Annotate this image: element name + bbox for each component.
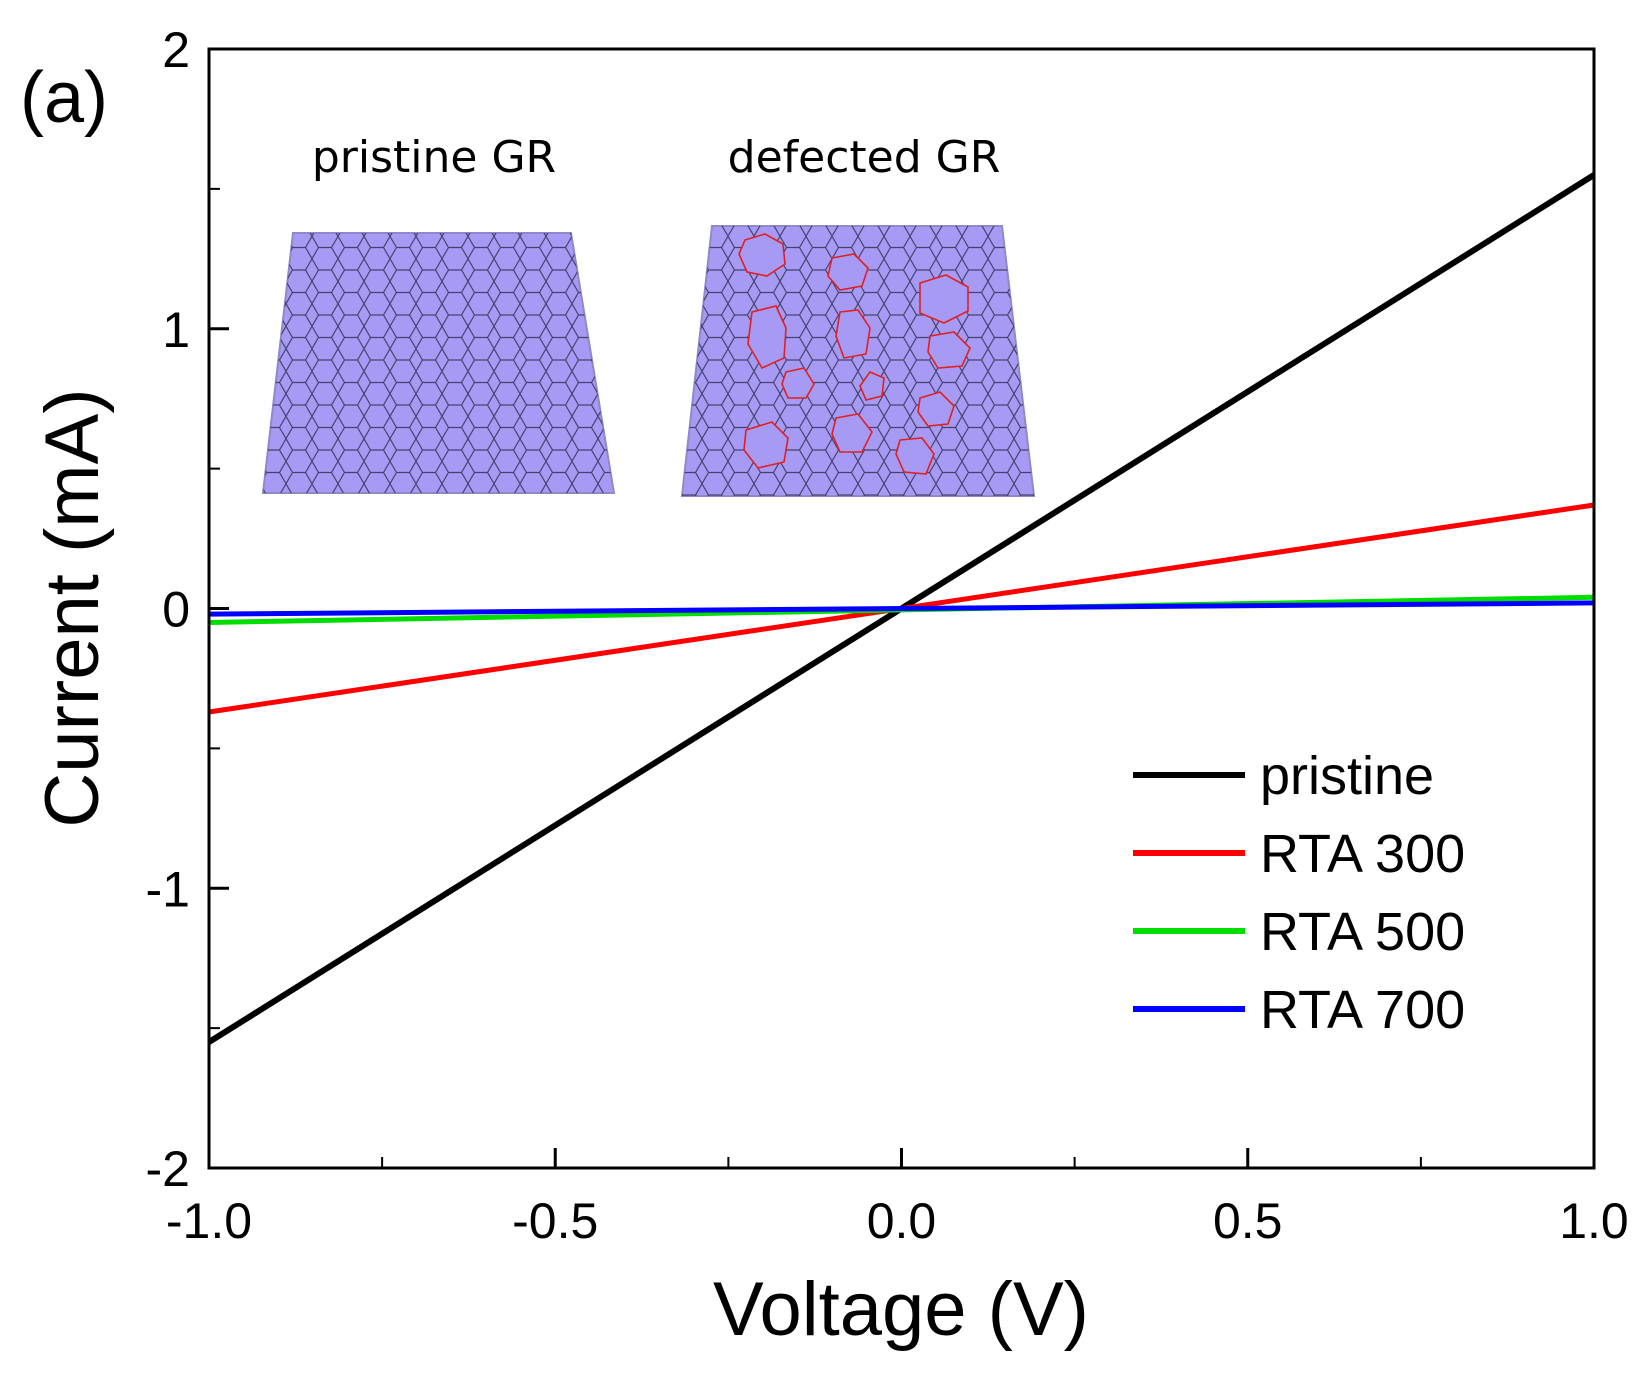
y-tick-label: 0 (162, 582, 190, 638)
y-tick-label: -1 (146, 861, 190, 917)
y-tick-label: 1 (162, 302, 190, 358)
inset-label-pristine: pristine GR (312, 132, 556, 183)
defect-region (747, 305, 787, 370)
defect-regions (738, 233, 971, 475)
inset-pristine-graphene: pristine GR (261, 132, 616, 494)
x-tick-label: -1.0 (166, 1193, 252, 1249)
defect-region (927, 331, 971, 369)
series-line-rta-700 (208, 600, 1595, 617)
x-axis-title: Voltage (V) (713, 1267, 1089, 1352)
y-tick-label: -2 (146, 1141, 190, 1197)
panel-label: (a) (20, 58, 108, 138)
defect-region (738, 233, 786, 277)
defect-region (859, 371, 885, 401)
inset-label-defected: defected GR (728, 132, 1001, 183)
defect-region (827, 253, 869, 291)
legend-label-pristine: pristine (1260, 746, 1434, 806)
defect-region (917, 391, 955, 427)
defect-region (919, 274, 969, 324)
legend-label-rta-300: RTA 300 (1260, 824, 1465, 884)
defect-region (835, 309, 871, 359)
y-tick-label: 2 (162, 22, 190, 78)
pristine-lattice (263, 233, 614, 493)
inset-defected-graphene: defected GR (680, 132, 1036, 497)
defect-region (895, 437, 935, 475)
legend: pristine RTA 300 RTA 500 RTA 700 (1133, 746, 1465, 1040)
defect-region (781, 367, 815, 399)
defect-region (743, 421, 789, 469)
x-tick-label: 0.0 (867, 1193, 937, 1249)
axes: -1.0 -0.5 0.0 0.5 1.0 -2 -1 0 1 2 (146, 22, 1629, 1249)
legend-label-rta-700: RTA 700 (1260, 980, 1465, 1040)
y-axis-title: Current (mA) (30, 388, 115, 827)
x-tick-label: 0.5 (1213, 1193, 1283, 1249)
plot-area (207, 172, 1596, 1045)
x-tick-label: -0.5 (512, 1193, 598, 1249)
legend-label-rta-500: RTA 500 (1260, 902, 1465, 962)
x-tick-label: 1.0 (1559, 1193, 1629, 1249)
defect-region (831, 413, 873, 453)
